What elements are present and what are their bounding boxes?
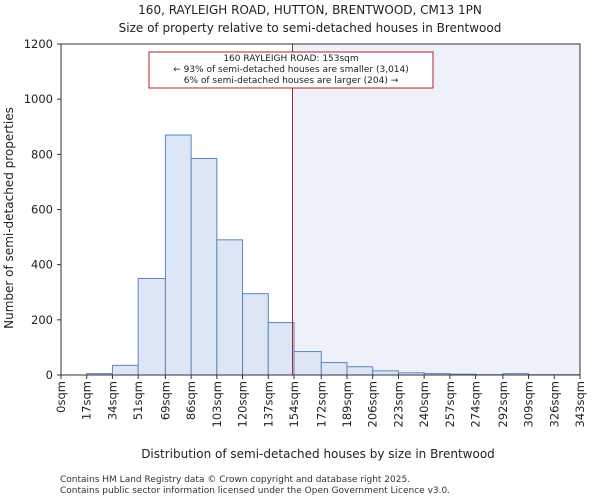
y-tick-label: 400 — [31, 258, 53, 272]
x-tick-label: 137sqm — [261, 381, 275, 427]
annotation-line3: 6% of semi-detached houses are larger (2… — [184, 76, 399, 86]
x-tick-label: 34sqm — [105, 381, 119, 420]
histogram-bar-86sqm — [191, 158, 217, 375]
chart-title-line2: Size of property relative to semi-detach… — [119, 21, 502, 35]
x-tick-label: 274sqm — [469, 381, 483, 427]
x-tick-label: 326sqm — [547, 381, 561, 427]
y-axis-label: Number of semi-detached properties — [2, 107, 16, 329]
annotation-line2: ← 93% of semi-detached houses are smalle… — [173, 65, 409, 75]
histogram-bar-34sqm — [112, 365, 138, 375]
x-tick-label: 120sqm — [236, 381, 250, 427]
x-tick-label: 51sqm — [131, 381, 145, 420]
x-tick-label: 292sqm — [496, 381, 510, 427]
histogram-bar-189sqm — [347, 367, 373, 375]
x-tick-label: 223sqm — [391, 381, 405, 427]
histogram-bar-172sqm — [321, 363, 347, 375]
x-tick-label: 154sqm — [287, 381, 301, 427]
histogram-bar-69sqm — [165, 135, 191, 375]
histogram-bar-51sqm — [138, 278, 165, 375]
x-tick-label: 103sqm — [210, 381, 224, 427]
y-tick-label: 800 — [31, 147, 53, 161]
x-axis-label: Distribution of semi-detached houses by … — [141, 447, 495, 461]
footer-line1: Contains HM Land Registry data © Crown c… — [60, 475, 410, 485]
x-tick-label: 17sqm — [80, 381, 94, 420]
y-tick-label: 1200 — [24, 37, 53, 51]
chart-title-line1: 160, RAYLEIGH ROAD, HUTTON, BRENTWOOD, C… — [138, 3, 482, 17]
y-tick-label: 1000 — [24, 92, 53, 106]
y-tick-label: 200 — [31, 313, 53, 327]
annotation-line1: 160 RAYLEIGH ROAD: 153sqm — [223, 54, 358, 64]
histogram-bar-154sqm — [294, 352, 321, 375]
footer-line2: Contains public sector information licen… — [60, 486, 450, 496]
x-axis: 0sqm 17sqm 34sqm 51sqm 69sqm 86sqm 103sqm 120sq… — [54, 375, 587, 427]
x-tick-label: 69sqm — [158, 381, 172, 420]
x-tick-label: 257sqm — [443, 381, 457, 427]
histogram-bar-120sqm — [243, 294, 269, 375]
x-tick-label: 240sqm — [417, 381, 431, 427]
histogram-bar-206sqm — [373, 371, 399, 375]
x-tick-label: 206sqm — [366, 381, 380, 427]
histogram-bar-137sqm — [268, 323, 294, 375]
annotation-box: 160 RAYLEIGH ROAD: 153sqm ← 93% of semi-… — [149, 52, 433, 88]
x-tick-label: 0sqm — [54, 381, 68, 413]
y-tick-label: 0 — [46, 368, 53, 382]
x-tick-label: 189sqm — [340, 381, 354, 427]
histogram-bar-103sqm — [217, 240, 243, 375]
larger-properties-highlight — [293, 44, 580, 375]
y-axis: 0 200 400 600 800 1000 1200 — [24, 37, 61, 382]
y-tick-label: 600 — [31, 203, 53, 217]
x-tick-label: 343sqm — [573, 381, 587, 427]
x-tick-label: 172sqm — [314, 381, 328, 427]
x-tick-label: 86sqm — [184, 381, 198, 420]
x-tick-label: 309sqm — [522, 381, 536, 427]
